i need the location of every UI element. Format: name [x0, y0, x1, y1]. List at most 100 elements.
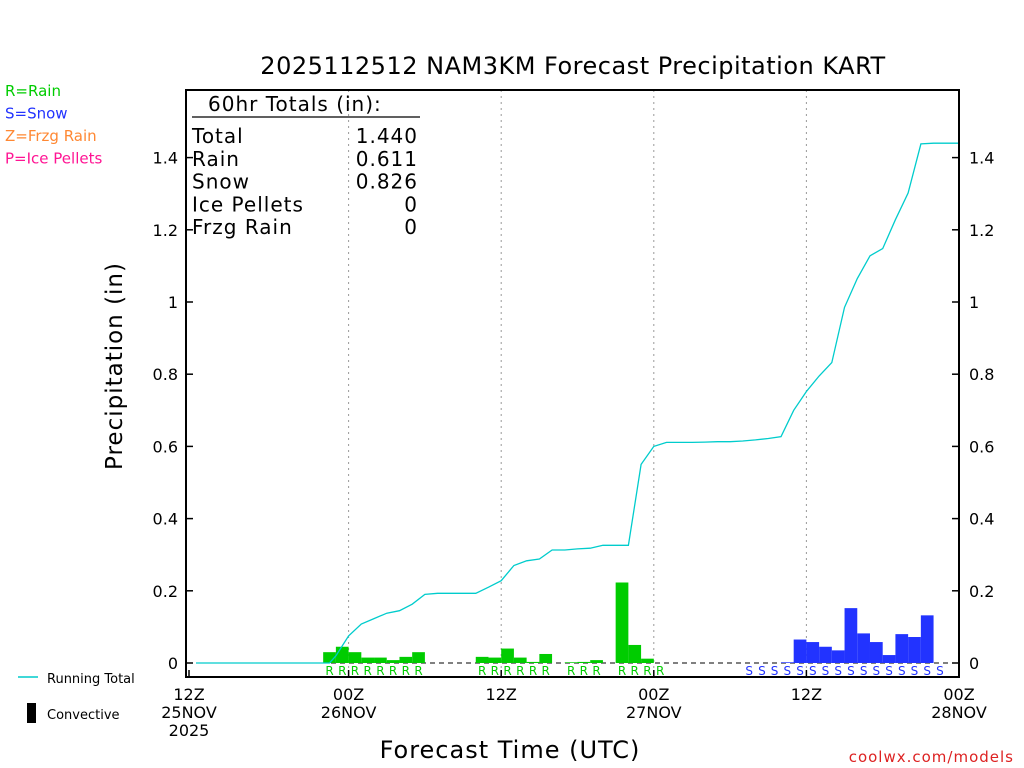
snow-letter-53h: S — [860, 664, 868, 678]
ytick-label-right: 1 — [969, 293, 979, 312]
legend-type-1: S=Snow — [5, 105, 68, 123]
snow-bar-55h — [882, 655, 896, 663]
snow-bar-47h — [780, 662, 794, 663]
xtick-label-line2: 27NOV — [626, 703, 682, 722]
rain-bar-32h — [590, 660, 603, 663]
rain-letter-15h: R — [376, 664, 384, 678]
snow-letter-54h: S — [873, 664, 881, 678]
rain-bar-17h — [399, 656, 413, 663]
totals-label-2: Snow — [192, 170, 250, 194]
ytick-label-left: 0.2 — [153, 582, 178, 601]
rain-bar-31h — [577, 661, 591, 663]
totals-value-2: 0.826 — [356, 170, 418, 194]
snow-letter-49h: S — [809, 664, 817, 678]
ytick-label-right: 1.2 — [969, 221, 994, 240]
totals-label-1: Rain — [192, 147, 240, 171]
bars — [323, 582, 934, 663]
ytick-label-right: 0.8 — [969, 365, 994, 384]
snow-letter-55h: S — [885, 664, 893, 678]
rain-letter-34h: R — [618, 664, 626, 678]
snow-letter-46h: S — [771, 664, 779, 678]
ytick-label-right: 0.2 — [969, 582, 994, 601]
snow-bar-48h — [793, 639, 807, 663]
legend-type-3: P=Ice Pellets — [5, 150, 102, 168]
rain-bar-28h — [539, 653, 553, 663]
x-axis-label: Forecast Time (UTC) — [380, 736, 641, 764]
snow-letter-58h: S — [923, 664, 931, 678]
gridlines — [348, 90, 807, 677]
series-legend: Running Total Convective — [18, 672, 135, 723]
xtick-label-line2: 25NOV — [161, 703, 217, 722]
legend-type-2: Z=Frzg Rain — [5, 127, 97, 145]
xtick-label-line3: 2025 — [169, 721, 210, 740]
xtick-label-line1: 00Z — [638, 685, 669, 704]
y-axis: 0 00.2 0.20.4 0.40.6 0.60.8 0.81 11.2 1.21.4 1.4 — [153, 149, 995, 673]
rain-bar-24h — [488, 657, 502, 663]
snow-bar-49h — [806, 642, 820, 663]
snow-bar-50h — [819, 646, 832, 663]
rain-letter-12h: R — [338, 664, 346, 678]
rain-bar-11h — [323, 652, 336, 663]
ytick-label-left: 0 — [168, 654, 178, 673]
rain-letter-35h: R — [631, 664, 639, 678]
convective-legend-swatch — [27, 703, 36, 723]
convective-legend-label: Convective — [47, 708, 120, 723]
xtick-label-line1: 12Z — [173, 685, 204, 704]
rain-letter-18h: R — [414, 664, 422, 678]
snow-letter-57h: S — [911, 664, 919, 678]
legend-type-0: R=Rain — [5, 82, 61, 100]
running-total-line — [196, 142, 959, 664]
rain-bar-12h — [335, 646, 349, 663]
snow-bar-53h — [857, 633, 870, 663]
ytick-label-left: 0.4 — [153, 510, 178, 529]
snow-bar-58h — [920, 615, 934, 663]
rain-letter-36h: R — [643, 664, 651, 678]
snow-bar-51h — [831, 650, 845, 663]
rain-bar-14h — [361, 657, 375, 663]
ytick-label-left: 1 — [168, 293, 178, 312]
snow-letter-59h: S — [936, 664, 944, 678]
xtick-label-line1: 00Z — [333, 685, 364, 704]
xtick-label-line2: 26NOV — [321, 703, 377, 722]
totals-value-0: 1.440 — [356, 124, 418, 148]
rain-bar-30h — [564, 662, 578, 663]
snow-bar-54h — [869, 642, 883, 663]
snow-letter-48h: S — [796, 664, 804, 678]
totals-label-4: Frzg Rain — [192, 215, 293, 239]
rain-bar-35h — [628, 644, 642, 663]
snow-letter-44h: S — [745, 664, 753, 678]
totals-value-3: 0 — [404, 192, 418, 216]
ytick-label-right: 0.6 — [969, 437, 994, 456]
snow-letter-50h: S — [822, 664, 830, 678]
rain-letter-37h: R — [656, 664, 664, 678]
rain-bar-36h — [641, 658, 654, 663]
snow-letter-52h: S — [847, 664, 855, 678]
type-legend: R=Rain S=Snow Z=Frzg Rain P=Ice Pellets — [5, 82, 102, 168]
rain-letter-30h: R — [567, 664, 575, 678]
xtick-label-line1: 00Z — [943, 685, 974, 704]
rain-bar-27h — [526, 661, 540, 663]
running-total-legend-label: Running Total — [47, 672, 135, 687]
rain-bar-16h — [386, 660, 400, 663]
ytick-label-right: 0.4 — [969, 510, 994, 529]
totals-header: 60hr Totals (in): — [208, 92, 382, 116]
totals-value-4: 0 — [404, 215, 418, 239]
watermark: coolwx.com/models — [849, 748, 1014, 766]
snow-letter-47h: S — [784, 664, 792, 678]
snow-letter-45h: S — [758, 664, 766, 678]
rain-letter-23h: R — [478, 664, 486, 678]
ytick-label-right: 1.4 — [969, 149, 994, 168]
rain-bar-34h — [615, 582, 629, 663]
snow-letter-56h: S — [898, 664, 906, 678]
rain-letter-14h: R — [364, 664, 372, 678]
rain-letter-24h: R — [491, 664, 499, 678]
rain-letter-13h: R — [351, 664, 359, 678]
snow-letter-51h: S — [834, 664, 842, 678]
rain-letter-27h: R — [529, 664, 537, 678]
xtick-label-line1: 12Z — [486, 685, 517, 704]
rain-bar-26h — [513, 657, 527, 663]
snow-bar-57h — [908, 637, 921, 663]
